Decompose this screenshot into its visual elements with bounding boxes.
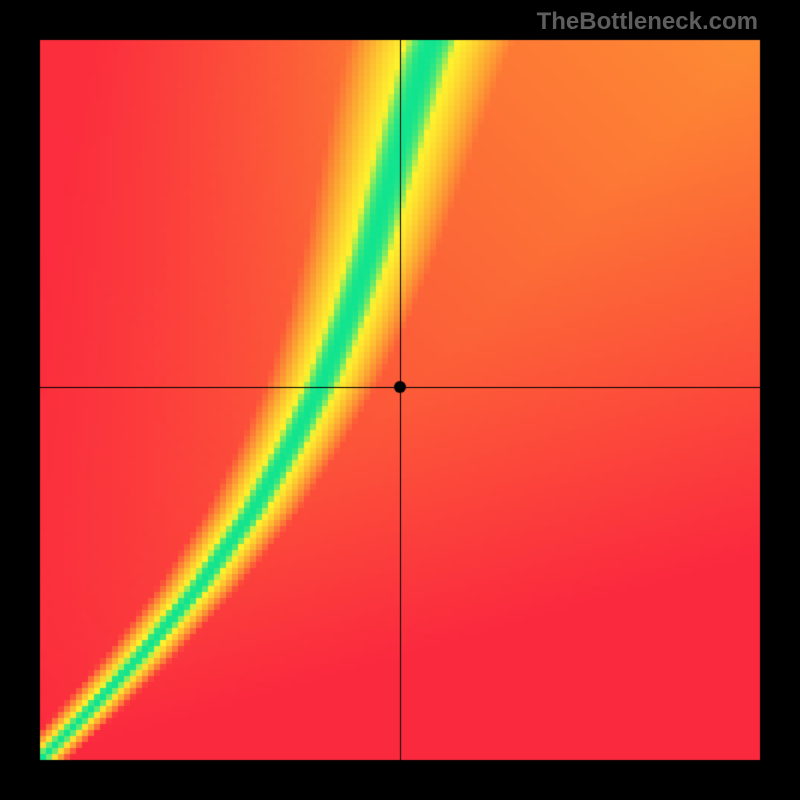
- watermark-text: TheBottleneck.com: [537, 8, 758, 36]
- heatmap-canvas: [0, 0, 800, 800]
- chart-container: TheBottleneck.com: [0, 0, 800, 800]
